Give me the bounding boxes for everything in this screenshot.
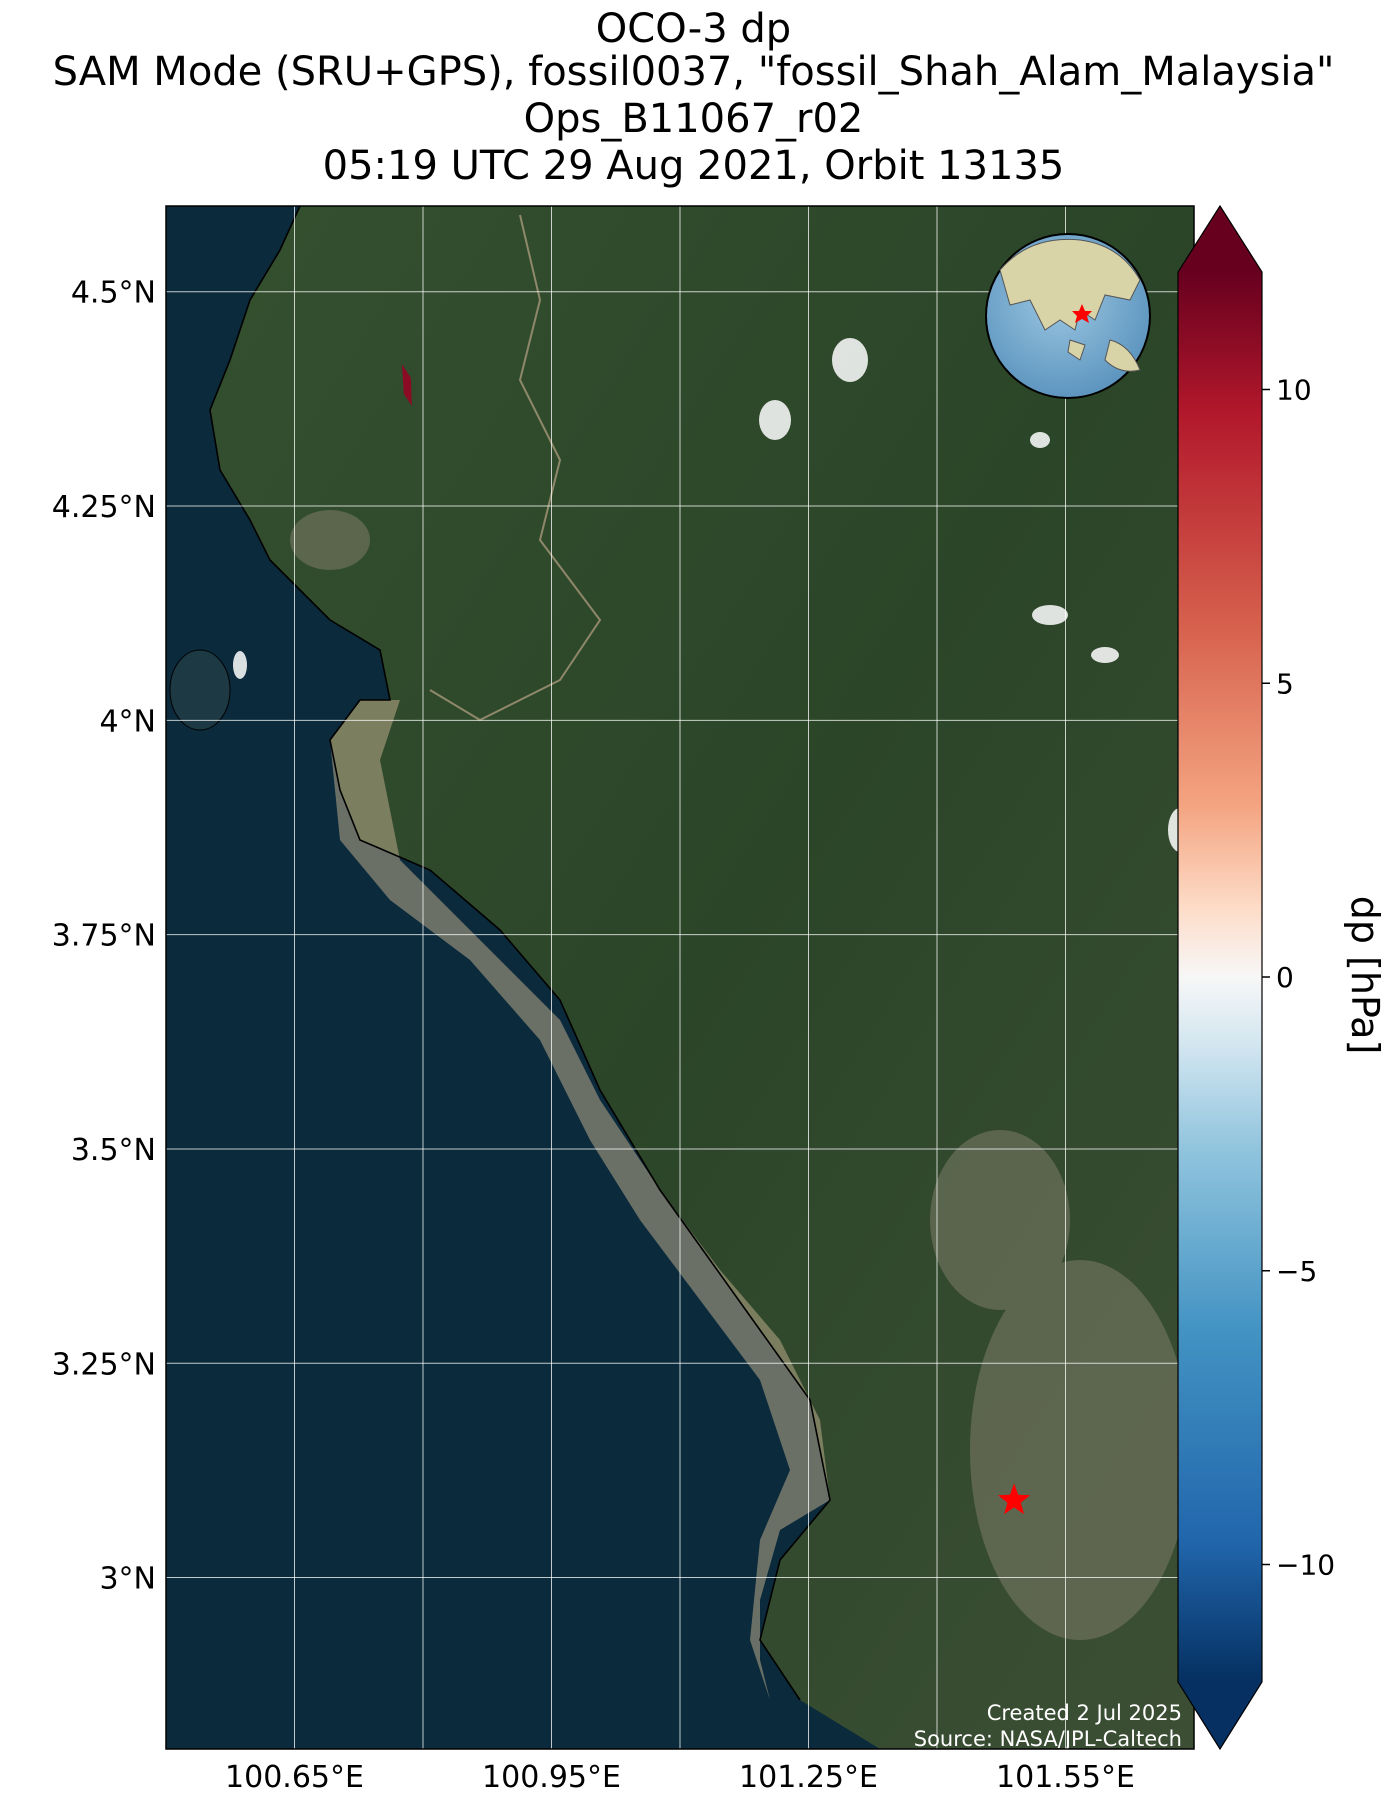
urban-areas <box>290 510 1190 1640</box>
credit-source: Source: NASA/JPL-Caltech <box>914 1727 1182 1751</box>
graticule <box>166 206 1194 1749</box>
title-line-2: SAM Mode (SRU+GPS), fossil0037, "fossil_… <box>52 49 1335 95</box>
coastline <box>209 206 831 1701</box>
lon-tick-label: 101.55°E <box>996 1760 1135 1795</box>
lat-tick-label: 4.5°N <box>71 276 156 311</box>
lat-tick-label: 4.25°N <box>52 490 156 525</box>
lat-tick-label: 3.25°N <box>52 1347 156 1382</box>
lat-tick-label: 3.5°N <box>71 1133 156 1168</box>
title-line-3: Ops_B11067_r02 <box>523 96 864 142</box>
colorbar-tick-label: 10 <box>1276 374 1312 407</box>
colorbar-extend-bottom <box>1178 1682 1262 1749</box>
lon-tick-label: 100.65°E <box>225 1760 364 1795</box>
title-line-1: OCO-3 dp <box>595 6 792 52</box>
colorbar-tick-label: −10 <box>1276 1549 1335 1582</box>
colorbar-gradient <box>1178 272 1262 1682</box>
colorbar-tick-label: 5 <box>1276 667 1294 700</box>
sounding-streak <box>401 364 412 407</box>
colorbar: 10 5 0 −5 −10 dp [hPa] <box>1177 204 1387 1751</box>
colorbar-tick-label: 0 <box>1276 961 1294 994</box>
title-line-4: 05:19 UTC 29 Aug 2021, Orbit 13135 <box>322 143 1065 189</box>
lat-tick-label: 4°N <box>99 704 156 739</box>
map-panel[interactable]: Created 2 Jul 2025 Source: NASA/JPL-Calt… <box>166 206 1194 1751</box>
river <box>429 214 602 722</box>
lon-tick-label: 100.95°E <box>482 1760 621 1795</box>
lon-tick-label: 101.25°E <box>739 1760 878 1795</box>
island <box>169 649 231 731</box>
credit-created: Created 2 Jul 2025 <box>987 1701 1182 1725</box>
lat-tick-label: 3.75°N <box>52 919 156 954</box>
colorbar-tick-label: −5 <box>1276 1255 1317 1288</box>
axis-ticks: 4.5°N 4.25°N 4°N 3.75°N 3.5°N 3.25°N 3°N 100.65… <box>52 276 1135 1795</box>
colorbar-extend-top <box>1178 206 1262 272</box>
target-star-icon <box>997 1483 1031 1515</box>
inset-target-star-icon <box>1072 304 1092 323</box>
inset-globe-icon <box>985 233 1151 399</box>
mudflat-shore <box>330 700 830 1700</box>
lat-tick-label: 3°N <box>99 1562 156 1597</box>
colorbar-label: dp [hPa] <box>1343 896 1387 1055</box>
